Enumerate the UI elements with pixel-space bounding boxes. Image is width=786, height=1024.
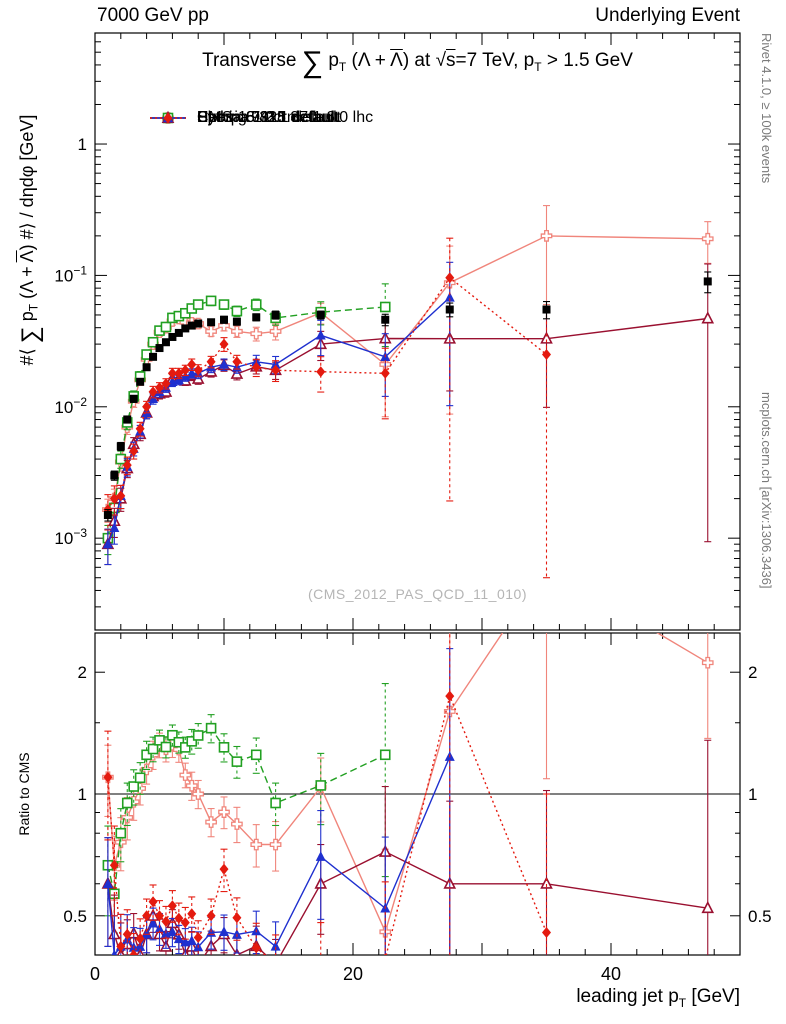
panel-main-series-sherpa bbox=[103, 237, 551, 579]
subscript-T: T bbox=[534, 59, 542, 74]
ratio-y-axis-label: Ratio to CMS bbox=[16, 752, 32, 836]
plot-title: Transverse ∑ pT (Λ + Λ) at √s=7 TeV, pT … bbox=[95, 46, 740, 80]
sqrt-s: s bbox=[446, 50, 456, 71]
lambda-bar: Λ bbox=[17, 250, 37, 263]
svg-text:0: 0 bbox=[90, 964, 100, 984]
sum-symbol: ∑ bbox=[17, 326, 44, 344]
svg-text:1: 1 bbox=[78, 785, 87, 804]
lambda-bar: Λ bbox=[390, 50, 403, 71]
mcplots-note: mcplots.cern.ch [arXiv:1306.3436] bbox=[759, 392, 774, 589]
subscript-T: T bbox=[26, 303, 41, 312]
svg-text:10−1: 10−1 bbox=[54, 263, 87, 285]
svg-text:10−2: 10−2 bbox=[54, 395, 87, 417]
panel-ratio-series-pythia8 bbox=[102, 648, 455, 955]
ylabel-text: (Λ + bbox=[17, 262, 37, 304]
panel-ratio-series-sherpa bbox=[103, 633, 551, 955]
panel-main-series-cms bbox=[103, 271, 712, 522]
svg-text:0.5: 0.5 bbox=[748, 907, 772, 926]
beam-energy-label: 7000 GeV pp bbox=[97, 5, 209, 26]
analysis-id-watermark: (CMS_2012_PAS_QCD_11_010) bbox=[308, 586, 527, 602]
title-text: Transverse bbox=[202, 50, 302, 71]
title-text: (Λ + bbox=[346, 50, 391, 71]
svg-text:1: 1 bbox=[78, 135, 87, 154]
ylabel-text: p bbox=[17, 311, 37, 327]
panel-ratio-series-pythia6 bbox=[101, 739, 715, 955]
title-text: p bbox=[323, 50, 339, 71]
title-text: > 1.5 GeV bbox=[541, 50, 633, 71]
axis-tick-labels: 1 10−1 10−2 10−3 2 2 1 1 0.5 0.5 0 20 40 bbox=[54, 135, 771, 984]
xlabel-text: leading jet p bbox=[576, 986, 679, 1007]
legend-label: Pythia 6.428 370 bbox=[197, 108, 318, 126]
svg-text:0.5: 0.5 bbox=[63, 907, 87, 926]
legend-label: Epos 1.99.crmc.1.6.0 lhc bbox=[197, 108, 374, 126]
xlabel-text: [GeV] bbox=[686, 986, 740, 1007]
title-text: ) at bbox=[402, 50, 436, 71]
svg-text:2: 2 bbox=[78, 663, 87, 682]
subscript-T: T bbox=[338, 59, 347, 74]
axis-ticks bbox=[94, 32, 741, 956]
svg-text:1: 1 bbox=[748, 785, 757, 804]
legend-label: CMS bbox=[197, 108, 233, 126]
rivet-version-note: Rivet 4.1.0, ≥ 100k events bbox=[759, 33, 774, 184]
main-panel-frame bbox=[94, 32, 741, 631]
x-axis-label: leading jet pT [GeV] bbox=[576, 986, 740, 1010]
legend-label: Herwig 7.2.1 default bbox=[197, 108, 340, 126]
title-text: =7 TeV, p bbox=[455, 50, 535, 71]
svg-text:2: 2 bbox=[748, 663, 757, 682]
legend-label: Sherpa 1.3.1 default bbox=[197, 108, 342, 126]
ylabel-text: #⟨ bbox=[17, 343, 37, 366]
legend-label: Pythia 8.315 default bbox=[197, 108, 339, 126]
svg-text:10−3: 10−3 bbox=[54, 526, 87, 548]
svg-text:20: 20 bbox=[343, 964, 363, 984]
legend-marker-diamond-filled-icon bbox=[150, 112, 186, 123]
sqrt-symbol: √ bbox=[435, 50, 446, 71]
svg-text:40: 40 bbox=[601, 964, 621, 984]
analysis-type-label: Underlying Event bbox=[595, 5, 740, 26]
legend-item-sherpa: Sherpa 1.3.1 default bbox=[148, 104, 341, 131]
panel-main-series-pythia8 bbox=[102, 261, 455, 566]
main-y-axis-label: #⟨ ∑ pT (Λ + Λ) #⟩ / dηdφ [GeV] bbox=[17, 10, 44, 470]
ylabel-text: ) #⟩ / dηdφ [GeV] bbox=[17, 114, 37, 251]
sum-symbol: ∑ bbox=[301, 46, 324, 79]
subscript-T: T bbox=[678, 995, 687, 1010]
panel-ratio-series-herwig bbox=[102, 682, 391, 934]
